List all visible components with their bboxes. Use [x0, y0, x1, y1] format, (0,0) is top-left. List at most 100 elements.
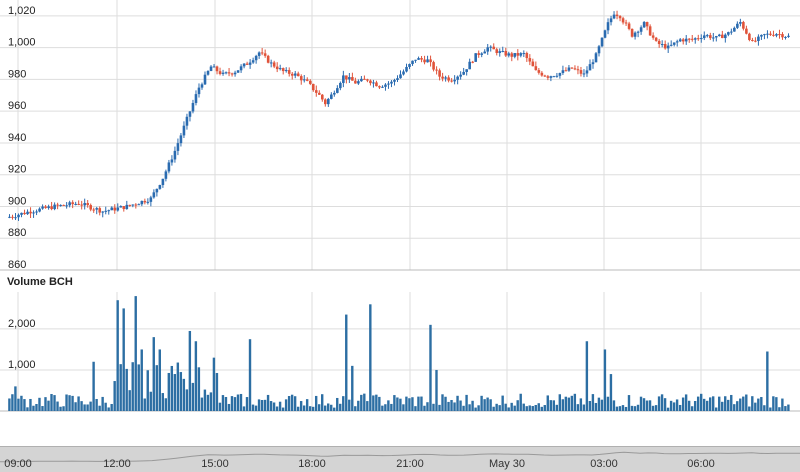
candle-body: [603, 30, 607, 38]
volume-bar: [20, 395, 23, 411]
navigator[interactable]: [0, 446, 800, 472]
candle-body: [41, 206, 44, 209]
candle-body: [254, 55, 258, 61]
candle-body: [540, 72, 544, 76]
volume-bar: [215, 372, 219, 411]
volume-bar: [633, 406, 637, 411]
candle-body: [311, 83, 315, 91]
volume-bar: [772, 396, 775, 411]
volume-bar: [299, 401, 303, 411]
volume-bar: [561, 399, 565, 411]
volume-bar: [411, 397, 414, 411]
volume-bar: [579, 398, 583, 411]
price-tick-label: 980: [8, 68, 26, 80]
candle-body: [278, 68, 282, 70]
volume-bar: [525, 406, 528, 411]
candle-body: [167, 162, 171, 172]
volume-bar: [555, 404, 558, 411]
volume-bar: [501, 395, 504, 411]
candle-body: [534, 66, 538, 71]
x-tick-label: 09:00: [4, 458, 32, 470]
candle-body: [561, 70, 565, 74]
volume-bar: [648, 400, 652, 411]
volume-bar: [775, 397, 778, 411]
volume-bar: [170, 365, 174, 411]
x-tick-label: 06:00: [687, 458, 715, 470]
candle-body: [152, 192, 156, 198]
candle-body: [173, 150, 177, 160]
candle-body: [251, 60, 255, 63]
candle-body: [239, 66, 243, 71]
volume-bar: [567, 397, 571, 411]
volume-bar: [354, 406, 357, 411]
candle-body: [164, 171, 168, 179]
volume-bar: [504, 403, 507, 411]
volume-bar: [281, 407, 285, 411]
volume-bar: [675, 399, 679, 411]
volume-bar: [630, 405, 634, 411]
candle-body: [775, 34, 778, 36]
volume-bar: [311, 406, 315, 411]
candle-body: [441, 76, 444, 79]
candle-body: [68, 202, 71, 206]
candle-body: [299, 76, 303, 81]
volume-bar: [591, 394, 595, 411]
candle-body: [423, 59, 426, 63]
volume-tick-label: 1,000: [8, 359, 36, 371]
volume-bar: [227, 403, 231, 411]
candle-body: [483, 51, 487, 54]
candle-body: [393, 79, 396, 82]
candle-body: [38, 208, 41, 212]
volume-bar: [585, 341, 589, 411]
candle-body: [402, 71, 405, 75]
candle-body: [633, 32, 637, 37]
candle-body: [438, 70, 441, 77]
candle-body: [621, 18, 625, 23]
volume-bar: [317, 404, 321, 411]
candle-body: [182, 125, 186, 136]
price-candles: [8, 10, 790, 221]
volume-bar: [167, 372, 171, 411]
volume-bar: [185, 389, 189, 411]
candle-body: [477, 53, 480, 55]
volume-bar: [507, 407, 510, 411]
candle-body: [293, 73, 297, 76]
volume-bar: [134, 296, 137, 411]
volume-bar: [369, 304, 372, 411]
volume-bar: [426, 402, 429, 411]
volume-bar: [188, 330, 192, 411]
candle-body: [281, 68, 285, 72]
volume-bar: [59, 406, 62, 411]
volume-bar: [468, 404, 471, 411]
volume-bar: [645, 400, 649, 411]
candle-body: [122, 206, 126, 210]
volume-bar: [372, 395, 375, 411]
volume-bar: [83, 404, 86, 411]
candle-body: [399, 74, 402, 79]
candle-body: [119, 206, 123, 208]
candle-body: [459, 74, 462, 77]
candle-body: [116, 207, 120, 211]
volume-bar: [179, 372, 183, 411]
candle-body: [579, 70, 583, 74]
candle-body: [302, 79, 306, 81]
candle-body: [185, 116, 189, 126]
candle-body: [342, 75, 345, 83]
volume-bar: [122, 308, 125, 411]
volume-bar: [663, 398, 667, 411]
candle-body: [525, 53, 529, 59]
candle-body: [609, 18, 613, 23]
volume-bar: [251, 404, 255, 411]
candle-body: [305, 79, 309, 81]
volume-bar: [32, 405, 35, 411]
candle-body: [576, 69, 580, 71]
volume-bar: [459, 400, 462, 411]
volume-bar: [128, 390, 131, 411]
volume-bar: [573, 393, 577, 411]
volume-bar: [435, 369, 438, 411]
x-tick-label: 21:00: [396, 458, 424, 470]
volume-bar: [588, 400, 592, 411]
candle-body: [693, 38, 697, 40]
volume-bar: [597, 397, 601, 411]
candle-body: [351, 77, 354, 81]
